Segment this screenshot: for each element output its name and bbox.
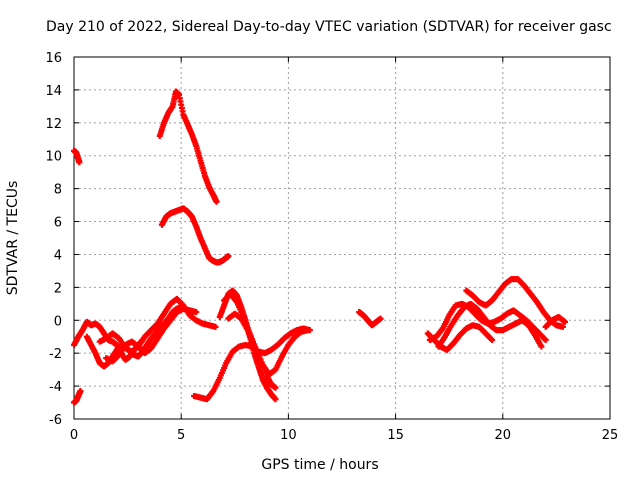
- data-point: [213, 198, 220, 205]
- axis-ticks: [73, 56, 611, 420]
- data-point: [193, 309, 200, 316]
- x-tick-label: 10: [280, 428, 297, 443]
- y-axis-label: SDTVAR / TECUs: [5, 180, 21, 296]
- y-tick-label: 0: [54, 314, 62, 329]
- y-tick-label: 14: [45, 84, 62, 99]
- data-point: [272, 396, 279, 403]
- y-tick-label: 6: [54, 216, 62, 231]
- data-points: [71, 88, 568, 406]
- data-point: [306, 327, 313, 334]
- tick-labels: 0 5 10 15 20 25 -6 -4 -2 0 2 4 6 8 10 12 14 16: [45, 51, 618, 443]
- x-tick-label: 15: [387, 428, 404, 443]
- y-tick-label: 8: [54, 183, 62, 198]
- y-tick-label: -4: [49, 380, 62, 395]
- x-tick-label: 0: [70, 428, 78, 443]
- data-point: [272, 384, 279, 391]
- data-point: [77, 388, 84, 395]
- y-tick-label: 12: [45, 117, 62, 132]
- y-tick-label: 4: [54, 248, 62, 263]
- data-point: [212, 323, 219, 330]
- x-tick-label: 25: [602, 428, 619, 443]
- gridlines: [74, 57, 610, 419]
- y-tick-label: 10: [45, 150, 62, 165]
- data-point: [561, 318, 568, 325]
- chart-title: Day 210 of 2022, Sidereal Day-to-day VTE…: [46, 19, 612, 35]
- plot-frame: [73, 56, 611, 420]
- y-tick-label: -6: [49, 413, 62, 428]
- x-axis-label: GPS time / hours: [261, 457, 379, 473]
- data-point: [542, 337, 549, 344]
- data-point: [538, 343, 545, 350]
- data-point: [76, 159, 83, 166]
- x-tick-label: 20: [495, 428, 512, 443]
- y-tick-label: 16: [45, 51, 62, 66]
- y-tick-label: -2: [49, 347, 62, 362]
- data-point: [559, 323, 566, 330]
- x-tick-label: 5: [177, 428, 185, 443]
- data-point: [225, 253, 232, 260]
- y-tick-label: 2: [54, 281, 62, 296]
- data-point: [489, 337, 496, 344]
- data-point: [377, 315, 384, 322]
